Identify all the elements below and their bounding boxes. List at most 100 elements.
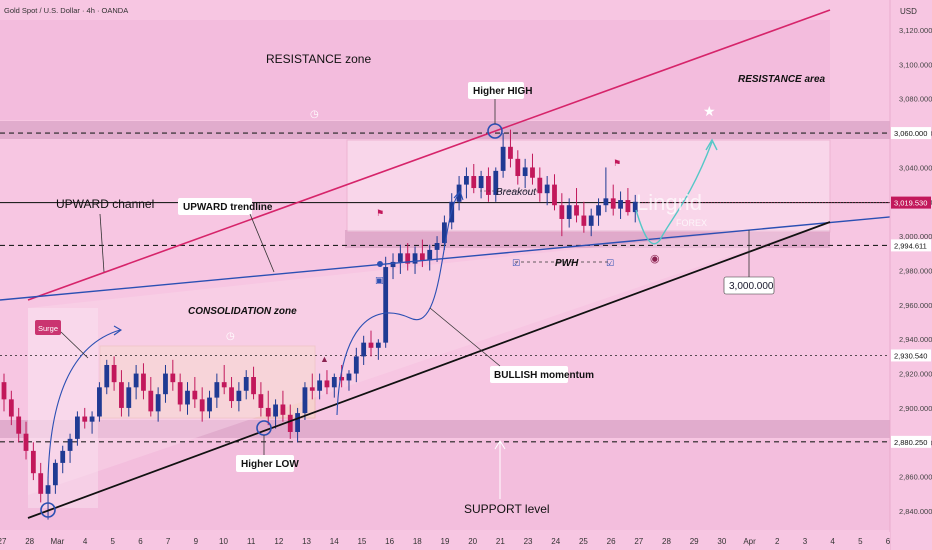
candle-body-18 [133, 373, 139, 388]
candle-body-84 [618, 200, 623, 209]
x-tick-label-24: 28 [662, 537, 671, 546]
clock-icon-2: ◷ [226, 331, 235, 342]
price-label-0: 3,060.000 [894, 129, 927, 138]
candle-body-49 [361, 342, 367, 357]
price-label-3: 2,930.540 [894, 351, 927, 360]
candle-body-63 [464, 176, 469, 185]
upward-channel-pointer [99, 213, 105, 273]
candle-body-6 [45, 485, 51, 494]
candle-body-76 [559, 205, 565, 219]
band-2880 [0, 420, 890, 438]
candle-body-70 [515, 158, 521, 177]
price-axis-panel [890, 0, 932, 550]
candle-body-66 [486, 176, 491, 195]
flag-icon: ⚑ [376, 208, 384, 218]
x-tick-label-9: 11 [247, 537, 256, 546]
x-tick-label-4: 5 [111, 537, 116, 546]
candles-layer [1, 129, 638, 520]
candle-body-27 [199, 399, 205, 412]
candle-body-33 [243, 377, 249, 391]
pwh-label: PWH [555, 258, 579, 269]
x-tick-label-14: 16 [385, 537, 394, 546]
upward-trendline-label: UPWARD trendline [183, 202, 273, 213]
time-axis-ticks: 2728Mar456791011121314151618192021232425… [0, 537, 891, 546]
y-tick-label-14: 3,120.000 [899, 26, 932, 35]
price-label-box-4 [891, 435, 931, 448]
y-tick-label-5: 2,940.000 [899, 335, 932, 344]
higher-high-label-box [468, 82, 524, 99]
candle-body-65 [478, 176, 484, 189]
symbol-header[interactable]: Gold Spot / U.S. Dollar · 4h · OANDA [4, 6, 128, 15]
candle-body-60 [442, 222, 447, 244]
x-tick-label-21: 25 [579, 537, 588, 546]
bullish-momentum-label-box [490, 366, 568, 383]
candle-body-69 [508, 146, 513, 159]
candle-body-2 [16, 416, 22, 434]
candle-body-10 [75, 416, 80, 439]
bullish-momentum-label: BULLISH momentum [494, 370, 594, 381]
candle-body-45 [331, 377, 337, 388]
y-tick-label-8: 3,000.000 [899, 232, 932, 241]
candle-body-82 [603, 198, 609, 206]
candle-body-59 [434, 243, 440, 250]
price-label-1: 3,019.530 [894, 199, 927, 208]
candle-body-15 [111, 364, 117, 383]
check-icon-left: ☑ [512, 258, 520, 268]
x-tick-label-5: 6 [138, 537, 143, 546]
candle-body-24 [177, 382, 183, 405]
arrow-up-icon: ▣ [375, 275, 384, 285]
x-tick-label-32: 6 [886, 537, 891, 546]
eye-icon: ◉ [650, 253, 660, 265]
candle-body-25 [185, 390, 190, 405]
x-tick-label-25: 29 [690, 537, 699, 546]
candle-body-74 [544, 184, 550, 194]
resistance-area-label: RESISTANCE area [738, 74, 826, 85]
candle-body-21 [155, 394, 161, 412]
trend-touch-marker [377, 261, 383, 267]
momentum-arrow-path [336, 191, 461, 416]
momentum-arrowhead [453, 189, 464, 201]
y-tick-label-12: 3,080.000 [899, 95, 932, 104]
candle-body-46 [339, 377, 345, 381]
candle-body-3 [23, 433, 29, 451]
candle-body-77 [566, 205, 572, 219]
arrow-up-icon-2: ▲ [320, 354, 329, 364]
support-level-label: SUPPORT level [464, 502, 550, 516]
candle-body-16 [119, 382, 124, 408]
y-tick-label-3: 2,900.000 [899, 404, 932, 413]
horizontal-levels [0, 132, 890, 443]
x-tick-label-2: Mar [50, 537, 64, 546]
price-label-box-1 [891, 196, 931, 209]
candle-body-20 [148, 390, 154, 412]
candle-body-56 [412, 253, 418, 264]
x-tick-label-27: Apr [743, 537, 756, 546]
breakout-label: Breakout [496, 187, 537, 198]
price-label-box-0 [891, 127, 931, 140]
candle-body-23 [170, 373, 176, 383]
candle-body-44 [324, 380, 330, 388]
price-label-4: 2,880.250 [894, 438, 927, 447]
x-tick-label-23: 27 [634, 537, 643, 546]
check-icon-right: ☑ [606, 258, 614, 268]
upward-trendline-label-box [178, 198, 252, 215]
x-tick-label-16: 19 [441, 537, 450, 546]
candle-body-64 [471, 176, 477, 189]
candle-body-12 [89, 416, 95, 422]
surge-label-box [35, 320, 61, 335]
candle-body-31 [229, 387, 234, 402]
candle-body-48 [353, 356, 359, 374]
candle-body-30 [221, 382, 227, 388]
projection-arrowhead [705, 138, 718, 151]
candle-body-52 [383, 267, 389, 343]
price-label-box-2 [891, 239, 931, 252]
x-tick-label-8: 10 [219, 537, 228, 546]
y-tick-label-0: 2,840.000 [899, 507, 932, 516]
candle-body-85 [625, 200, 631, 213]
higher-low-label-box [236, 455, 294, 472]
candle-body-0 [1, 382, 7, 400]
candle-body-36 [265, 407, 271, 417]
candle-body-51 [375, 342, 381, 348]
candle-body-14 [104, 364, 110, 388]
